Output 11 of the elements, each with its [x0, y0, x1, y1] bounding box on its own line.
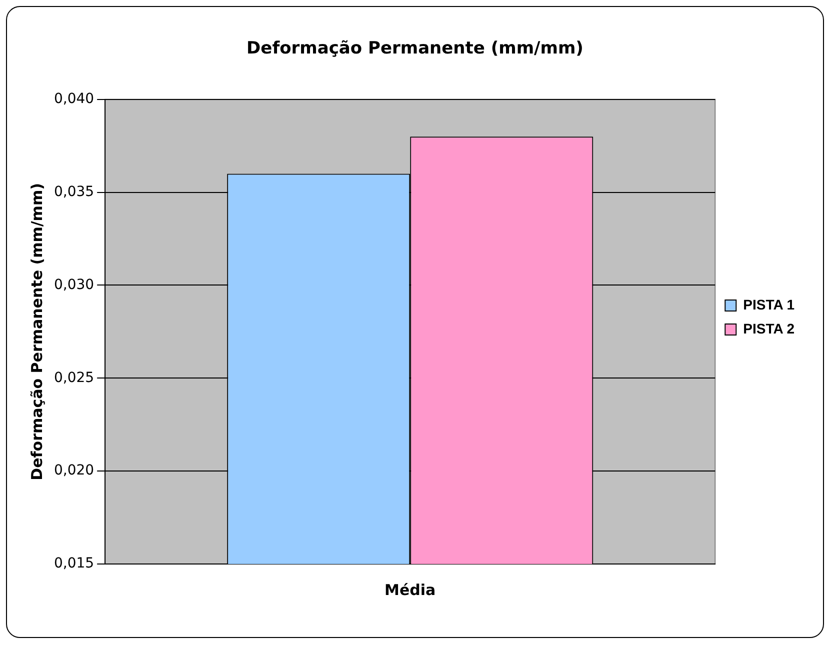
- x-tick-label: Média: [384, 580, 436, 599]
- y-tick-label: 0,025: [54, 370, 94, 386]
- legend-label: PISTA 2: [743, 320, 795, 336]
- y-tick-label: 0,015: [54, 556, 94, 572]
- y-tick-label: 0,020: [54, 462, 94, 479]
- y-axis-title: Deformação Permanente (mm/mm): [28, 183, 46, 480]
- chart-title: Deformação Permanente (mm/mm): [246, 38, 584, 59]
- y-tick-label: 0,030: [54, 276, 94, 293]
- legend-label: PISTA 1: [743, 296, 795, 312]
- y-tick-label: 0,035: [54, 184, 94, 200]
- y-tick-label: 0,040: [54, 91, 94, 108]
